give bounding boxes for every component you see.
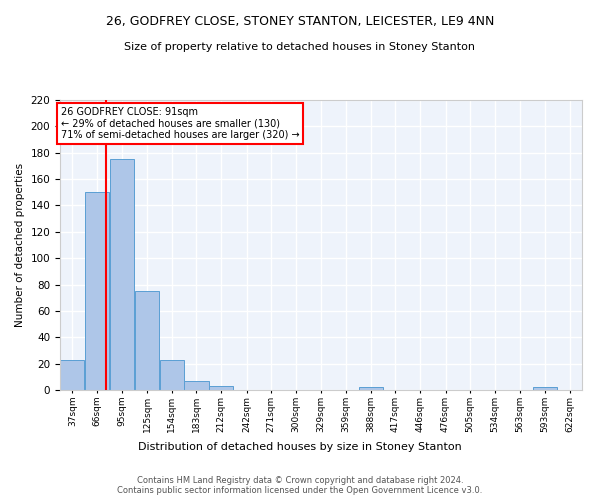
Text: Contains HM Land Registry data © Crown copyright and database right 2024.
Contai: Contains HM Land Registry data © Crown c… (118, 476, 482, 495)
Bar (359, 388, 383, 390)
Bar (110, 160, 134, 390)
Y-axis label: Number of detached properties: Number of detached properties (15, 163, 25, 327)
Bar (160, 360, 184, 390)
Bar (85, 192, 109, 390)
Text: 26 GODFREY CLOSE: 91sqm
← 29% of detached houses are smaller (130)
71% of semi-d: 26 GODFREY CLOSE: 91sqm ← 29% of detache… (61, 106, 299, 140)
Bar (184, 381, 209, 390)
Bar (60, 360, 85, 390)
Bar (533, 388, 557, 390)
Text: Size of property relative to detached houses in Stoney Stanton: Size of property relative to detached ho… (125, 42, 476, 52)
Bar (135, 291, 159, 390)
Text: Distribution of detached houses by size in Stoney Stanton: Distribution of detached houses by size … (138, 442, 462, 452)
Text: 26, GODFREY CLOSE, STONEY STANTON, LEICESTER, LE9 4NN: 26, GODFREY CLOSE, STONEY STANTON, LEICE… (106, 15, 494, 28)
Bar (209, 386, 233, 390)
